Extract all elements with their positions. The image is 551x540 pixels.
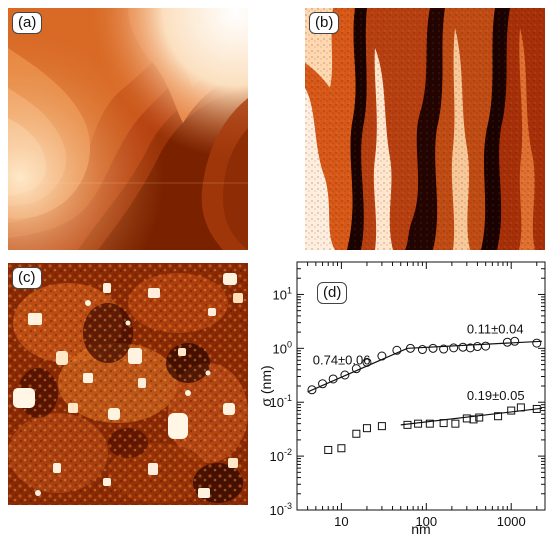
panel-c: (c) — [8, 263, 248, 505]
panel-a-label: (a) — [12, 12, 42, 34]
panel-a-image — [8, 8, 248, 250]
fit-annotation: 0.19±0.05 — [467, 388, 525, 403]
y-tick-label: 100 — [273, 339, 292, 356]
panel-b: (b) — [305, 8, 545, 250]
y-tick-label: 10-2 — [270, 447, 292, 464]
panel-b-image — [305, 8, 545, 250]
panel-d-label: (d) — [317, 282, 347, 304]
fit-annotation: 0.11±0.04 — [467, 321, 524, 336]
y-tick-label: 101 — [273, 285, 292, 302]
panel-d: 10 100 1000 10-3 10-2 10-1 100 101 0.74±0.06 0.1… — [258, 258, 551, 535]
y-axis-label: σ (nm) — [258, 365, 274, 406]
x-axis-label: nm — [411, 521, 430, 535]
panel-b-label: (b) — [309, 12, 339, 34]
fit-annotation: 0.74±0.06 — [313, 353, 371, 368]
panel-c-label: (c) — [12, 267, 42, 289]
panel-a: (a) — [8, 8, 248, 250]
panel-c-image — [8, 263, 248, 505]
x-tick-label: 1000 — [497, 514, 526, 529]
y-tick-label: 10-3 — [270, 501, 292, 518]
x-tick-label: 10 — [334, 514, 348, 529]
